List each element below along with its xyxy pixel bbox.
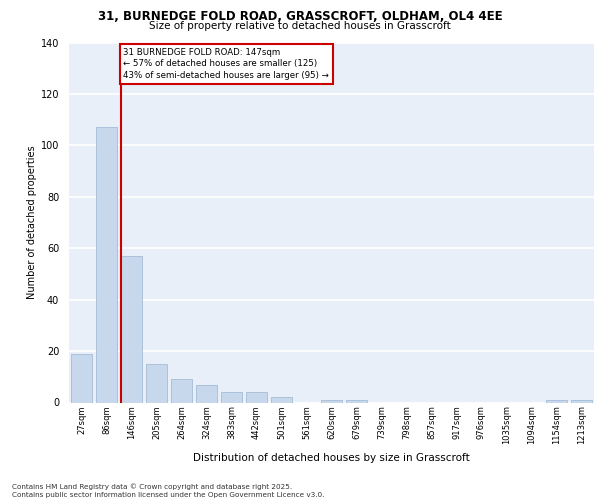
Bar [121,256,142,402]
X-axis label: Distribution of detached houses by size in Grasscroft: Distribution of detached houses by size … [193,452,470,462]
Bar [346,400,367,402]
Bar [271,398,292,402]
Bar [171,380,192,402]
Text: 31 BURNEDGE FOLD ROAD: 147sqm
← 57% of detached houses are smaller (125)
43% of : 31 BURNEDGE FOLD ROAD: 147sqm ← 57% of d… [123,48,329,80]
Bar [546,400,567,402]
Bar [196,384,217,402]
Text: Contains public sector information licensed under the Open Government Licence v3: Contains public sector information licen… [12,492,325,498]
Text: 31, BURNEDGE FOLD ROAD, GRASSCROFT, OLDHAM, OL4 4EE: 31, BURNEDGE FOLD ROAD, GRASSCROFT, OLDH… [98,10,502,23]
Bar [96,128,117,402]
Bar [71,354,92,403]
Text: Size of property relative to detached houses in Grasscroft: Size of property relative to detached ho… [149,21,451,31]
Text: Contains HM Land Registry data © Crown copyright and database right 2025.: Contains HM Land Registry data © Crown c… [12,484,292,490]
Bar [146,364,167,403]
Bar [221,392,242,402]
Bar [321,400,342,402]
Y-axis label: Number of detached properties: Number of detached properties [26,146,37,300]
Bar [246,392,267,402]
Bar [571,400,592,402]
